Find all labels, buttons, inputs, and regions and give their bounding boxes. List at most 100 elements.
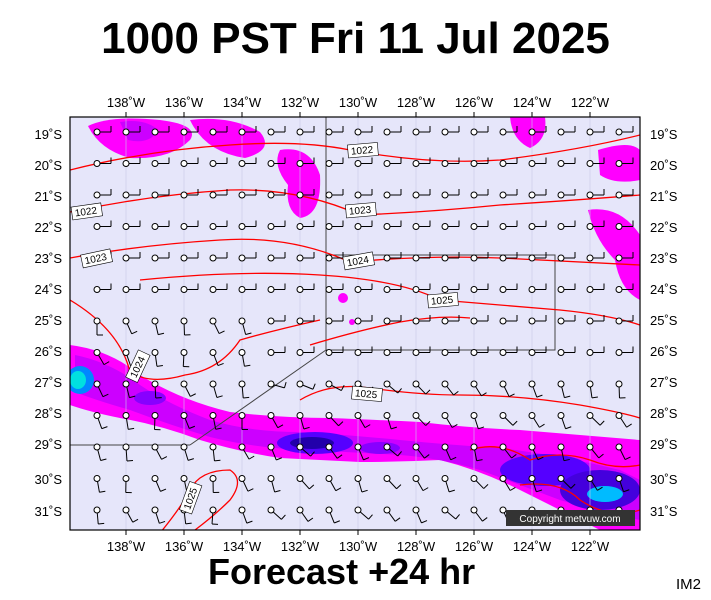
wind-barb-station: [557, 349, 565, 356]
wind-barb-station: [615, 475, 623, 482]
wind-barb-station: [209, 160, 217, 167]
isobar-label: 1022: [351, 145, 375, 158]
wind-barb-feather: [483, 484, 489, 489]
wind-barb-station: [151, 317, 159, 325]
map-title: 1000 PST Fri 11 Jul 2025: [101, 14, 610, 63]
wind-barb-station: [354, 191, 362, 199]
wind-barb-feather: [338, 421, 344, 427]
wind-barb-feather: [448, 489, 455, 493]
wind-barb-feather: [99, 490, 106, 493]
wind-barb-station: [470, 191, 478, 199]
wind-barb-feather: [390, 426, 397, 430]
wind-barb-feather: [128, 427, 135, 430]
wind-barb-station: [180, 349, 188, 356]
wind-barb-station: [499, 412, 507, 419]
wind-barb-station: [499, 254, 507, 262]
wind-barb-station: [180, 475, 188, 482]
wind-barb-station: [325, 128, 333, 136]
wind-barb-station: [93, 380, 101, 388]
wind-barb-feather: [281, 514, 286, 520]
wind-barb-station: [586, 443, 594, 451]
wind-barb-station: [180, 160, 188, 167]
wind-barb-feather: [537, 456, 544, 461]
isobar-label: 1024: [346, 255, 370, 270]
lat-label: 27˚S: [35, 375, 63, 390]
wind-barb-station: [325, 191, 333, 199]
wind-barb-station: [470, 160, 478, 167]
wind-barb-station: [93, 191, 101, 199]
wind-barb-feather: [132, 518, 139, 523]
wind-barb-station: [296, 412, 304, 419]
wind-barb-feather: [218, 330, 225, 335]
wind-barb-station: [151, 128, 159, 136]
wind-barb-station: [325, 443, 333, 451]
wind-barb-station: [267, 412, 275, 419]
lat-label: 28˚S: [650, 406, 678, 421]
wind-barb-feather: [102, 393, 109, 398]
wind-barb-station: [93, 475, 101, 482]
wind-barb-station: [441, 506, 449, 514]
wind-barb-station: [180, 223, 188, 230]
wind-barb-station: [296, 128, 304, 136]
wind-barb-station: [122, 412, 130, 419]
wind-barb-feather: [245, 332, 252, 336]
wind-barb-station: [354, 443, 362, 451]
wind-barb-feather: [397, 388, 402, 394]
wind-barb-station: [528, 223, 536, 230]
wind-barb-feather: [598, 453, 604, 459]
wind-barb-feather: [565, 426, 572, 430]
wind-barb-station: [499, 380, 507, 388]
wind-barb-station: [412, 286, 420, 293]
wind-barb-feather: [624, 456, 631, 461]
wind-barb-feather: [159, 520, 166, 524]
wind-barb-feather: [455, 514, 460, 520]
wind-barb-station: [296, 443, 304, 451]
wind-barb-feather: [274, 489, 281, 493]
wind-barb-station: [238, 443, 246, 451]
wind-barb-feather: [244, 364, 251, 367]
wind-barb-station: [93, 128, 101, 136]
wind-barb-station: [383, 443, 391, 451]
copyright-text: Copyright metvuw.com: [519, 514, 620, 525]
lon-label: 126˚W: [455, 539, 494, 554]
wind-barb-station: [615, 223, 623, 230]
wind-barb-feather: [397, 451, 402, 457]
lon-label: 136˚W: [165, 539, 204, 554]
wind-barb-station: [267, 286, 275, 293]
lat-label: 27˚S: [650, 375, 678, 390]
wind-barb-feather: [187, 458, 194, 461]
latitude-labels-right: 19˚S 20˚S 21˚S 22˚S 23˚S 24˚S 25˚S 26˚S …: [650, 127, 678, 519]
wind-barb-station: [180, 254, 188, 262]
wind-barb-station: [238, 506, 246, 514]
wind-barb-feather: [156, 365, 163, 367]
wind-barb-feather: [421, 520, 428, 524]
wind-barb-station: [470, 254, 478, 262]
wind-barb-station: [209, 223, 217, 230]
wind-barb-station: [267, 380, 275, 388]
wind-barb-station: [267, 475, 275, 482]
wind-barb-feather: [626, 423, 632, 428]
wind-barb-station: [441, 191, 449, 199]
wind-barb-station: [499, 443, 507, 451]
lon-label: 126˚W: [455, 95, 494, 110]
wind-barb-station: [354, 506, 362, 514]
wind-barb-station: [615, 317, 623, 325]
wind-barb-station: [499, 223, 507, 230]
wind-barb-feather: [100, 458, 107, 462]
wind-barb-feather: [336, 454, 343, 459]
wind-barb-station: [383, 349, 391, 356]
wind-barb-station: [383, 223, 391, 230]
wind-barb-station: [470, 128, 478, 136]
wind-barb-station: [586, 475, 594, 482]
wind-barb-station: [180, 412, 188, 419]
wind-barb-feather: [394, 517, 401, 522]
wind-barb-feather: [508, 393, 515, 398]
wind-barb-station: [441, 317, 449, 325]
wind-barb-station: [267, 349, 275, 356]
wind-barb-station: [267, 223, 275, 230]
wind-barb-station: [557, 191, 565, 199]
wind-barb-station: [122, 443, 130, 451]
wind-barb-station: [615, 128, 623, 136]
latitude-labels-left: 19˚S 20˚S 21˚S 22˚S 23˚S 24˚S 25˚S 26˚S …: [35, 127, 63, 519]
